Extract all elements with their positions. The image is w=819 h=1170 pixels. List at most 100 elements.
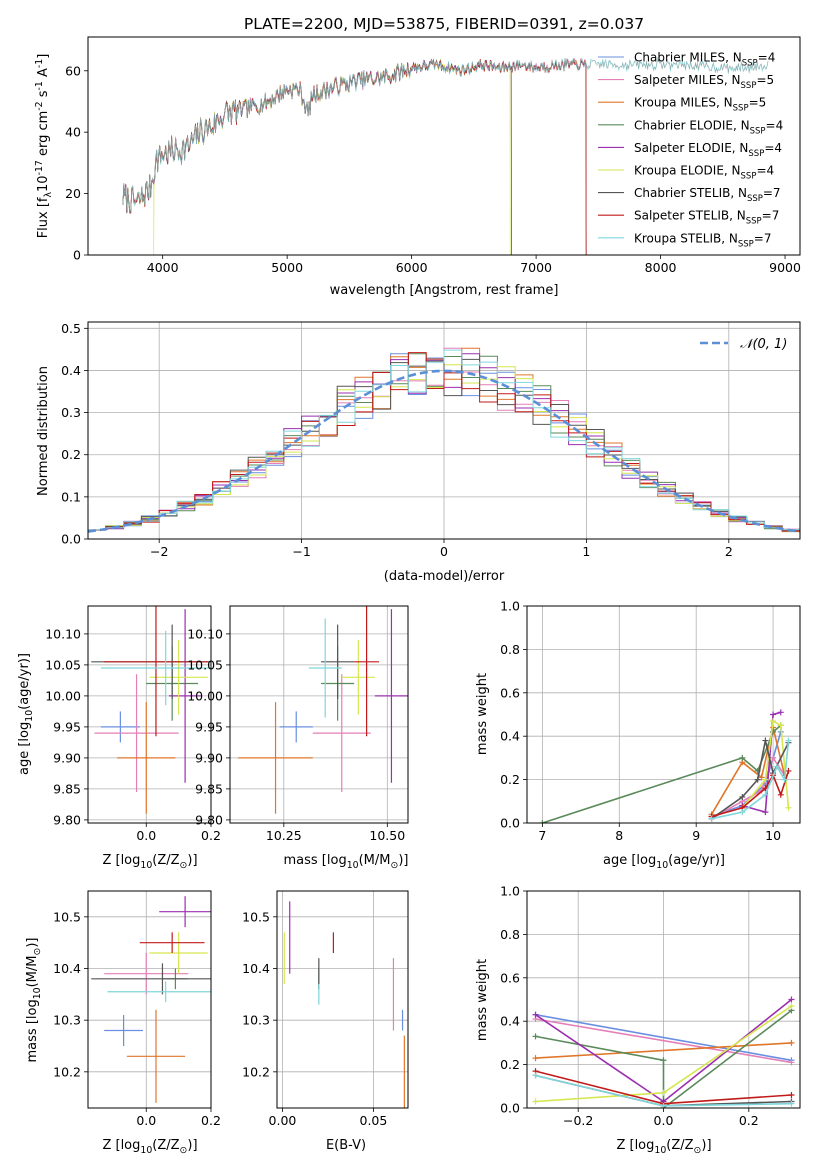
y-tick-label: 0.2 xyxy=(500,1057,520,1072)
y-tick-label: 0.4 xyxy=(500,729,520,744)
y-tick-label: 0.6 xyxy=(500,970,520,985)
weight-marker-salpeter-miles xyxy=(788,1059,795,1066)
weight_vs_Z-frame xyxy=(526,890,801,1109)
x-tick-label: 0.2 xyxy=(739,1113,759,1128)
errorbar-kroupa-elodie xyxy=(149,932,208,974)
x-tick-label: 9 xyxy=(692,828,700,843)
x-tick-label: 7000 xyxy=(520,260,552,275)
weight-marker-kroupa-stelib xyxy=(781,776,788,783)
weight-marker-salpeter-elodie xyxy=(532,1011,539,1018)
errorbar-kroupa-elodie xyxy=(149,640,208,715)
weight-marker-kroupa-stelib xyxy=(708,815,715,822)
y-tick-label: 10.3 xyxy=(242,1013,270,1028)
weight-marker-kroupa-elodie xyxy=(788,1003,795,1010)
weight-marker-chabrier-stelib xyxy=(754,776,761,783)
x-tick-label: −1 xyxy=(292,544,310,559)
spectrum-x-label: wavelength [Angstrom, rest frame] xyxy=(330,283,559,298)
y-tick-label: 10.10 xyxy=(187,626,223,641)
age_vs_mass-plot-area xyxy=(238,606,408,814)
legend-label-gaussian: 𝒩(0, 1) xyxy=(740,337,787,352)
y-tick-label: 10.2 xyxy=(242,1064,270,1079)
weight-marker-kroupa-miles xyxy=(788,1039,795,1046)
x-tick-label: 0.2 xyxy=(201,828,221,843)
age_vs_Z-x-label: Z [log10(Z/Z⊙)] xyxy=(102,853,197,871)
weight-marker-kroupa-stelib xyxy=(788,1100,795,1107)
x-tick-label: 7 xyxy=(538,828,546,843)
spectrum-y-label: Flux [fλ10-17 erg cm-2 s-1 A-1] xyxy=(34,54,54,239)
y-tick-label: 10.2 xyxy=(53,1064,81,1079)
weight-marker-salpeter-stelib xyxy=(777,791,784,798)
residuals-plot-area xyxy=(88,347,800,539)
y-tick-label: 0.8 xyxy=(500,927,520,942)
age_vs_Z-frame xyxy=(87,605,212,824)
weight-marker-salpeter-stelib xyxy=(788,1091,795,1098)
x-tick-label: 0.00 xyxy=(269,1113,297,1128)
y-tick-label: 10.05 xyxy=(187,657,223,672)
mass_vs_Z-plot-area xyxy=(91,896,211,1103)
x-tick-label: 10.25 xyxy=(266,828,302,843)
y-tick-label: 10.10 xyxy=(45,626,81,641)
x-tick-label: 6000 xyxy=(396,260,428,275)
weight-marker-chabrier-elodie xyxy=(739,754,746,761)
y-tick-label: 9.95 xyxy=(195,719,223,734)
x-tick-label: 9000 xyxy=(769,260,801,275)
weight-line-chabrier-elodie xyxy=(535,1009,792,1108)
errorbar-kroupa-elodie xyxy=(341,640,375,715)
weight-line-kroupa-stelib xyxy=(711,740,790,820)
errorbar-salpeter-elodie xyxy=(374,609,408,783)
y-tick-label: 0.0 xyxy=(500,816,520,831)
errorbar-kroupa-stelib xyxy=(107,981,211,1003)
age_vs_mass-frame xyxy=(229,605,409,824)
weight-marker-salpeter-stelib xyxy=(785,767,792,774)
weight-marker-salpeter-elodie xyxy=(770,711,777,718)
spectrum-axes: 4000 5000 6000 7000 8000 9000 0 20 40 60 Chabrier … xyxy=(65,36,801,275)
weight-marker-chabrier-stelib xyxy=(762,737,769,744)
spectrum-frame xyxy=(87,36,801,256)
weight-marker-kroupa-miles xyxy=(758,774,765,781)
y-tick-label: 1.0 xyxy=(500,599,520,614)
weight-marker-kroupa-stelib xyxy=(762,791,769,798)
mass_vs_ebv-frame xyxy=(276,890,409,1109)
weight-marker-chabrier-elodie xyxy=(660,1057,667,1064)
weight-marker-salpeter-elodie xyxy=(777,709,784,716)
y-tick-label: 9.95 xyxy=(53,719,81,734)
hist-kroupa-stelib xyxy=(88,349,800,539)
x-tick-label: 0.0 xyxy=(654,1113,674,1128)
y-tick-label: 0.6 xyxy=(500,685,520,700)
weight-line-salpeter-miles xyxy=(535,1018,792,1064)
weight-marker-kroupa-elodie xyxy=(777,722,784,729)
mass_vs_Z-x-label: Z [log10(Z/Z⊙)] xyxy=(102,1138,197,1156)
y-tick-label: 0.0 xyxy=(61,532,81,547)
errorbar-chabrier-stelib xyxy=(91,963,211,995)
errorbar-salpeter-stelib xyxy=(139,932,205,953)
weight-line-kroupa-miles xyxy=(535,1042,792,1059)
legend-label-salpeter-miles: Salpeter MILES, NSSP=5 xyxy=(634,73,774,91)
y-tick-label: 10.4 xyxy=(53,961,81,976)
residuals-axes: −2 −1 0 1 2 0.0 0.1 0.2 0.3 0.4 0.5 𝒩(0, 1) xyxy=(61,321,801,559)
y-tick-label: 0.4 xyxy=(500,1014,520,1029)
x-tick-label: 8000 xyxy=(645,260,677,275)
weight_vs_Z-x-label: Z [log10(Z/Z⊙)] xyxy=(616,1138,711,1156)
weight_vs_Z-plot-area xyxy=(532,996,795,1108)
x-tick-label: 0.05 xyxy=(360,1113,388,1128)
weight-marker-kroupa-elodie xyxy=(770,718,777,725)
y-tick-label: 10.05 xyxy=(45,657,81,672)
x-tick-label: −0.2 xyxy=(563,1113,593,1128)
hist-salpeter-stelib xyxy=(88,352,800,539)
mass_vs_Z-axes: 0.0 0.2 10.2 10.3 10.4 10.5 xyxy=(53,890,221,1128)
errorbar-salpeter-elodie xyxy=(159,896,211,928)
x-tick-label: 10 xyxy=(765,828,781,843)
errorbar-kroupa-miles xyxy=(238,702,313,814)
weight-marker-kroupa-elodie xyxy=(532,1098,539,1105)
x-tick-label: 10.50 xyxy=(369,828,405,843)
legend-label-kroupa-miles: Kroupa MILES, NSSP=5 xyxy=(634,96,766,114)
x-tick-label: −2 xyxy=(150,544,168,559)
y-tick-label: 9.85 xyxy=(195,781,223,796)
x-tick-label: 0 xyxy=(440,544,448,559)
weight-marker-kroupa-miles xyxy=(532,1055,539,1062)
legend-label-chabrier-stelib: Chabrier STELIB, NSSP=7 xyxy=(634,186,781,204)
y-tick-label: 9.90 xyxy=(53,750,81,765)
y-tick-label: 0.5 xyxy=(61,321,81,336)
weight-marker-kroupa-stelib xyxy=(785,737,792,744)
